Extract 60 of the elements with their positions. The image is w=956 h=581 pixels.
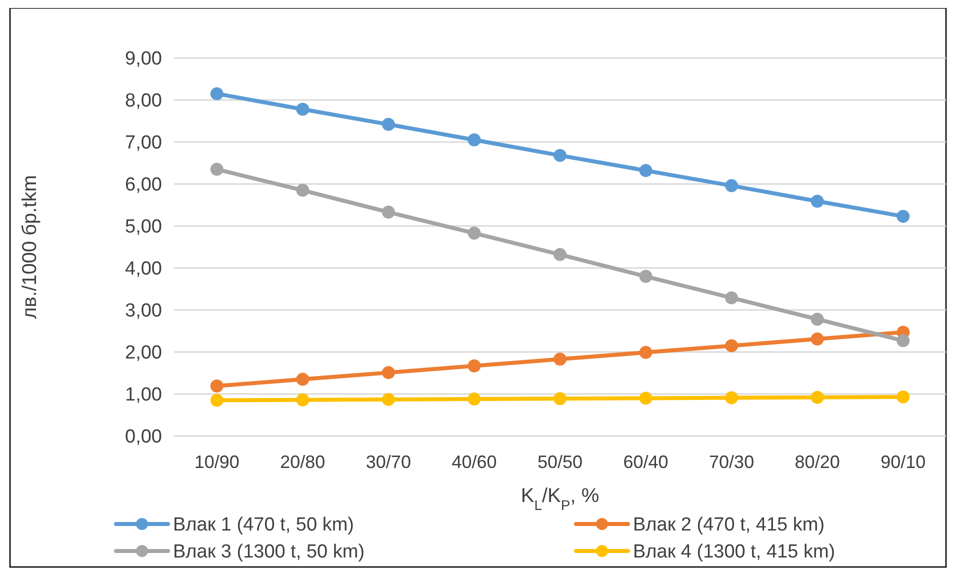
point <box>382 392 395 406</box>
point <box>810 312 824 326</box>
point <box>810 332 824 346</box>
x-tick-label: 20/80 <box>280 452 326 472</box>
x-tick-label: 50/50 <box>537 452 583 472</box>
legend-label: Влак 1 (470 t, 50 km) <box>173 514 354 536</box>
point <box>210 87 224 100</box>
point <box>896 334 910 348</box>
x-tick-label: 30/70 <box>366 452 411 472</box>
y-tick-label: 6,00 <box>125 174 162 196</box>
point <box>382 366 395 380</box>
point <box>639 346 652 359</box>
y-tick-label: 4,00 <box>125 258 162 280</box>
y-tick-label: 3,00 <box>125 300 162 322</box>
point <box>382 118 395 131</box>
x-axis-title: K$_{L}$/K$_{P}$, % <box>520 485 600 513</box>
point <box>639 392 652 405</box>
point <box>296 102 310 116</box>
point <box>382 206 395 219</box>
y-tick-label: 5,00 <box>125 216 162 238</box>
point <box>725 391 738 404</box>
point <box>810 194 824 208</box>
point <box>554 392 566 406</box>
point <box>725 339 738 352</box>
legend-label: Влак 3 (1300 t, 50 km) <box>173 542 365 563</box>
point <box>296 393 310 406</box>
point <box>296 372 310 386</box>
point <box>210 162 224 176</box>
legend-label: Влак 2 (470 t, 415 km) <box>633 514 825 536</box>
y-tick-label: 1,00 <box>125 384 162 406</box>
point <box>468 133 481 146</box>
point <box>554 248 566 262</box>
point <box>468 392 481 406</box>
y-tick-label: 2,00 <box>125 342 162 364</box>
point <box>725 291 738 304</box>
point <box>725 179 738 192</box>
x-tick-label: 90/10 <box>880 452 926 472</box>
x-tick-label: 40/60 <box>452 452 497 472</box>
x-tick-label: 60/40 <box>623 452 668 472</box>
point <box>210 394 224 407</box>
point <box>639 270 652 283</box>
y-tick-label: 7,00 <box>125 132 162 154</box>
legend-label: Влак 4 (1300 t, 415 km) <box>633 542 836 563</box>
point <box>896 210 910 223</box>
y-tick-label: 8,00 <box>125 90 162 112</box>
x-tick-label: 10/90 <box>194 452 240 472</box>
point <box>810 390 824 404</box>
point <box>554 352 566 366</box>
point <box>296 184 310 197</box>
point <box>554 148 566 162</box>
y-tick-label: 0,00 <box>125 426 162 448</box>
y-axis-title: лв./1000 бр.tkm <box>19 175 41 319</box>
point <box>468 359 481 372</box>
x-tick-label: 80/20 <box>794 452 840 472</box>
point <box>896 390 910 404</box>
point <box>639 164 652 178</box>
point <box>468 226 481 240</box>
y-tick-label: 9,00 <box>125 48 162 70</box>
point <box>210 380 224 393</box>
x-tick-label: 70/30 <box>709 452 754 472</box>
